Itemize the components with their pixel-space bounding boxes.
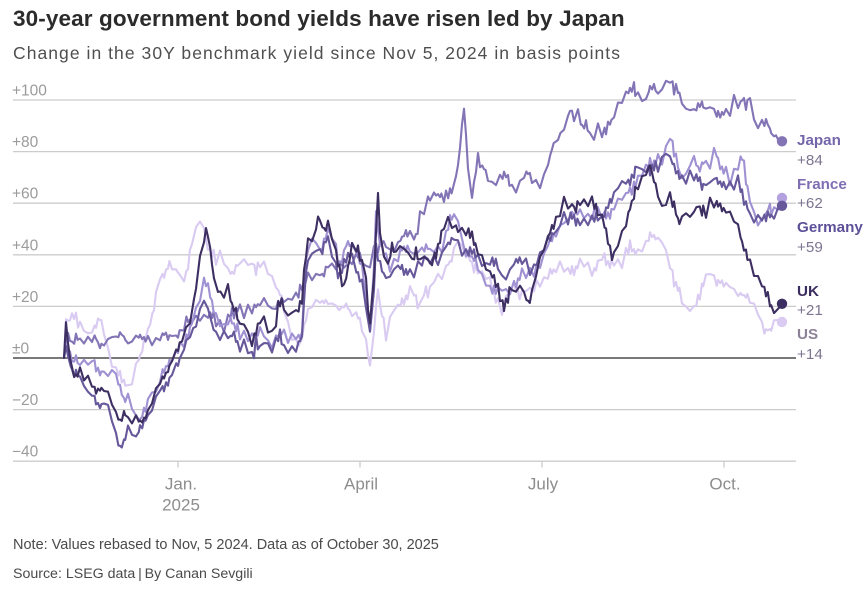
svg-text:±0: ±0	[12, 341, 30, 358]
svg-text:Oct.: Oct.	[709, 475, 740, 494]
svg-text:April: April	[344, 475, 378, 494]
svg-text:Jan.: Jan.	[165, 475, 197, 494]
svg-text:2025: 2025	[162, 496, 200, 515]
svg-text:+80: +80	[12, 134, 39, 151]
svg-text:+100: +100	[12, 83, 47, 100]
svg-text:−20: −20	[12, 392, 39, 409]
svg-text:+20: +20	[12, 289, 39, 306]
svg-text:July: July	[528, 475, 559, 494]
svg-text:+40: +40	[12, 237, 39, 254]
svg-text:−40: −40	[12, 444, 39, 461]
svg-text:+60: +60	[12, 186, 39, 203]
